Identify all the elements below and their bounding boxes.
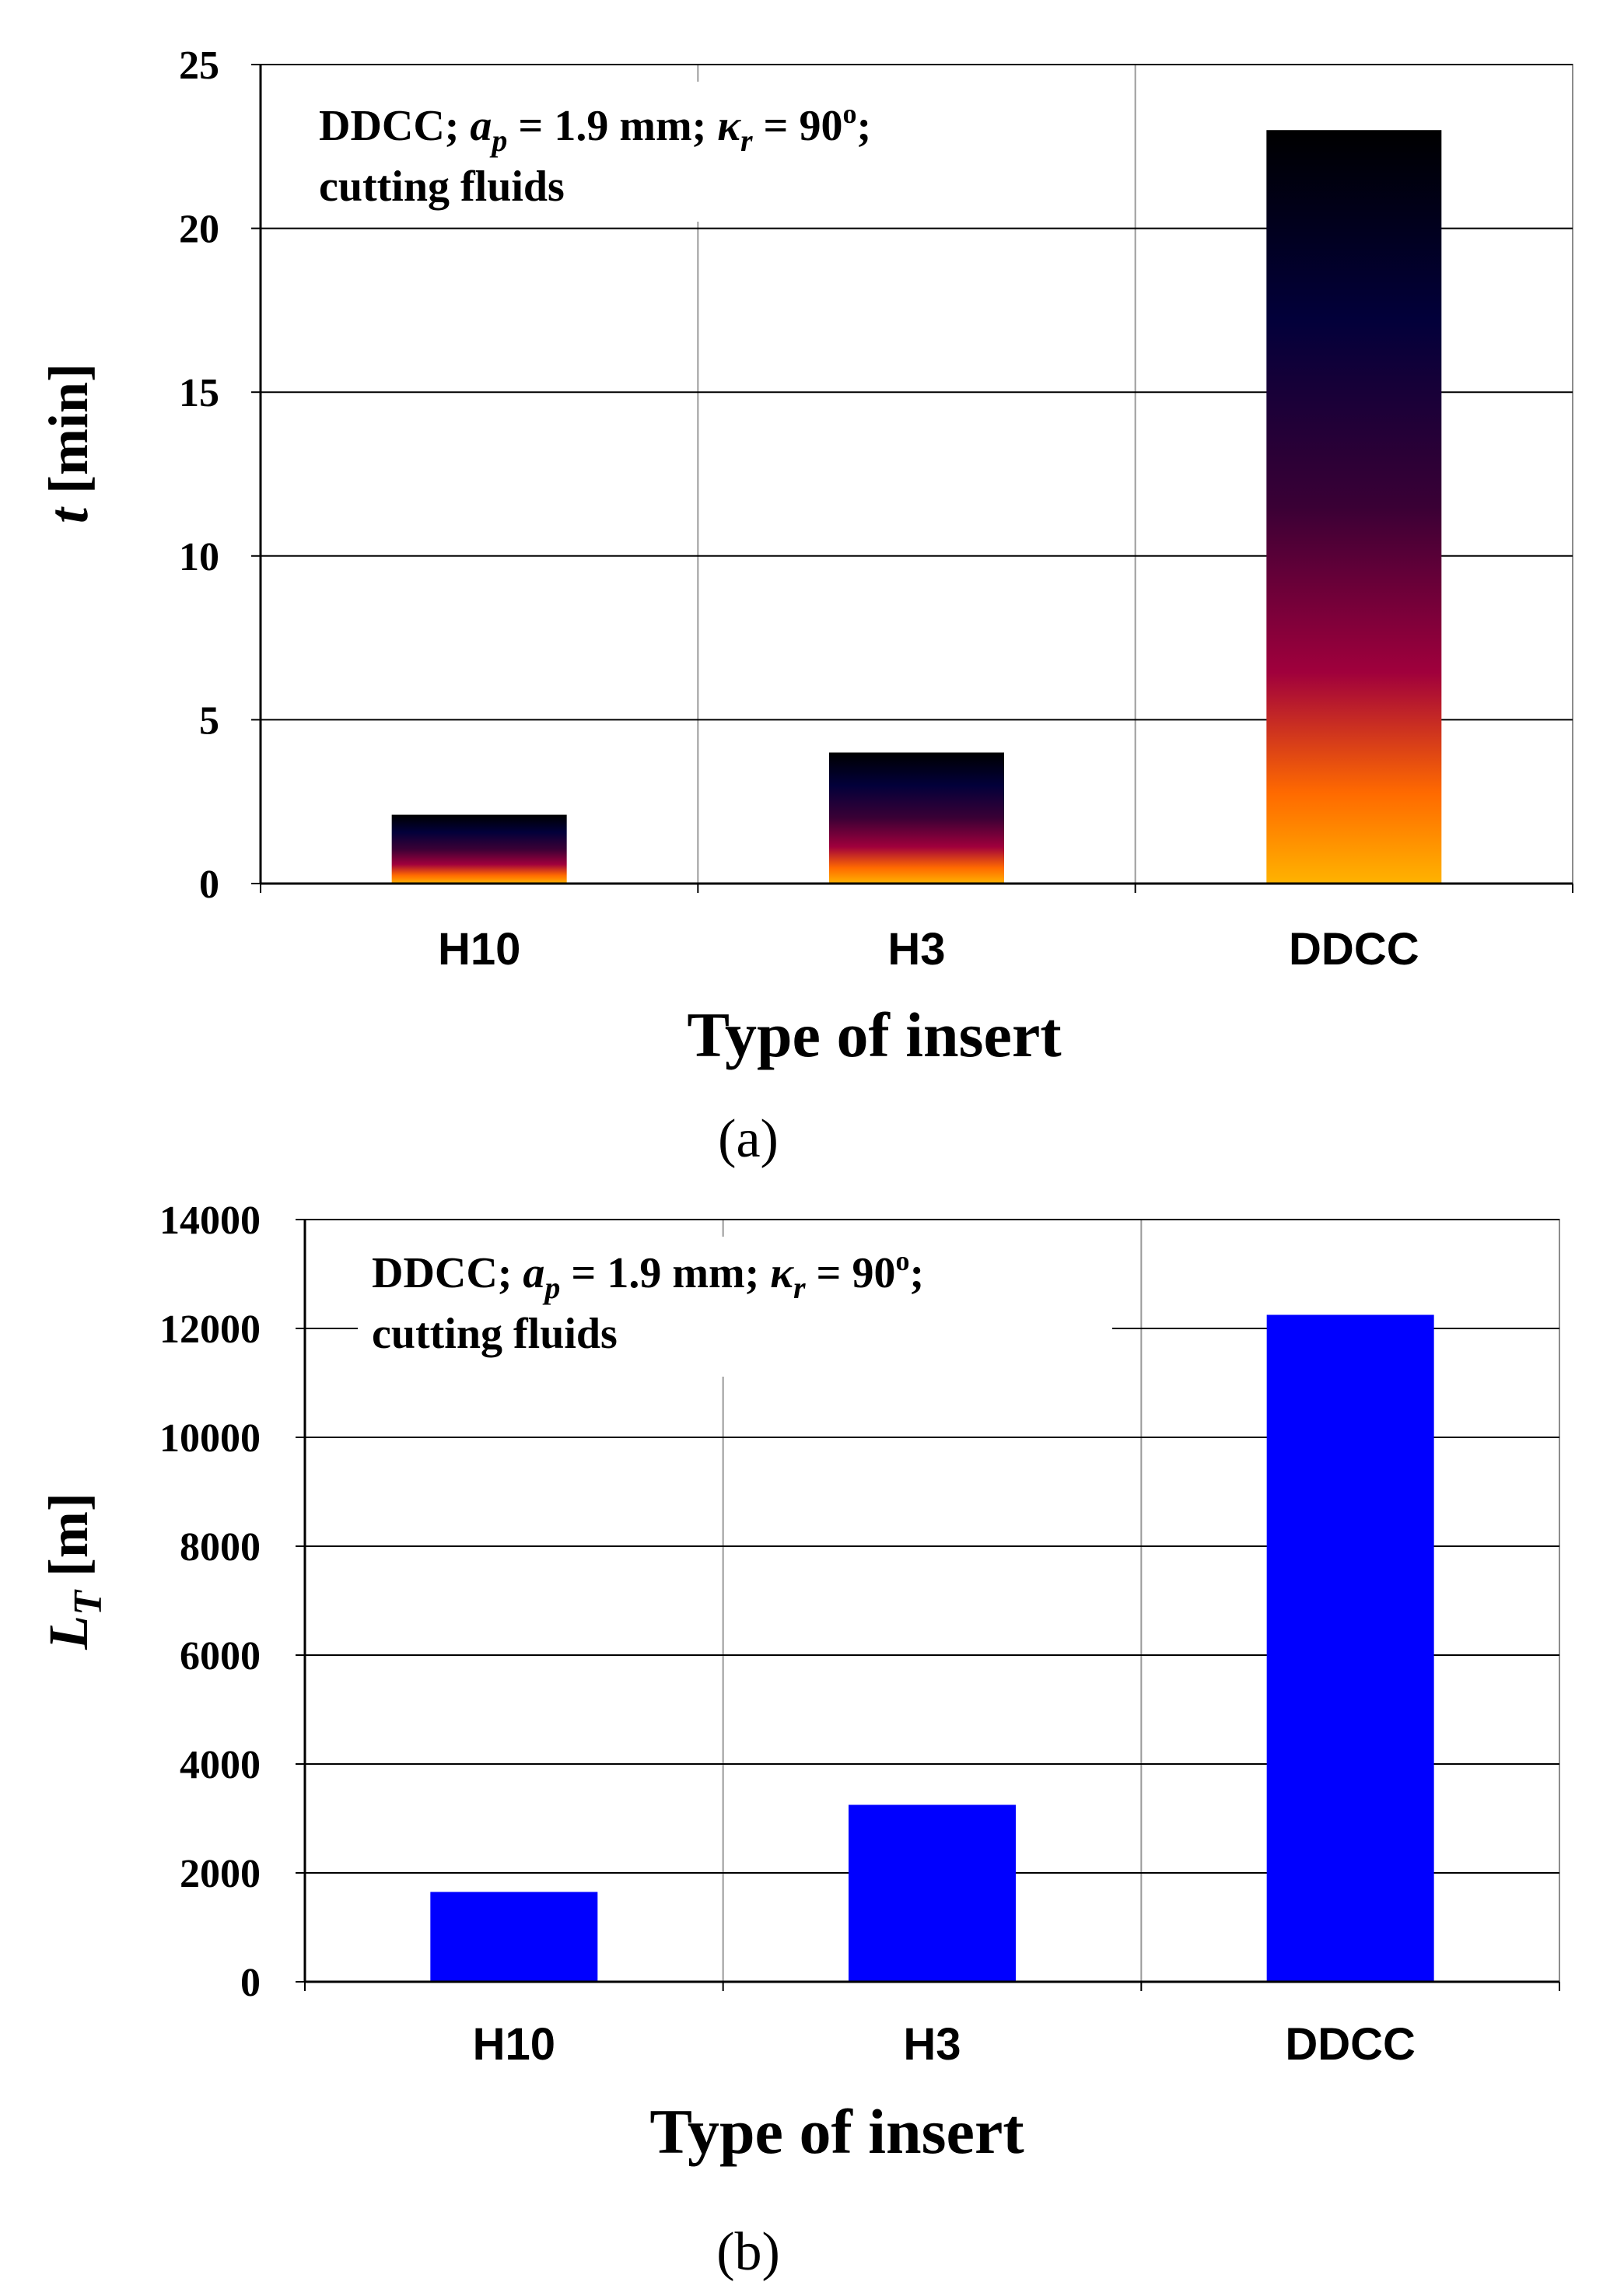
x-tick-label: DDCC bbox=[1289, 924, 1419, 975]
y-tick-label: 8000 bbox=[180, 1525, 261, 1570]
bar-h10 bbox=[430, 1892, 598, 1982]
x-tick-label: H3 bbox=[887, 924, 945, 975]
x-axis-label: Type of insert bbox=[687, 999, 1061, 1070]
y-tick-label: 2000 bbox=[180, 1852, 261, 1896]
x-tick-label: DDCC bbox=[1285, 2019, 1416, 2070]
bar-h10 bbox=[391, 814, 567, 884]
y-tick-label: 6000 bbox=[180, 1634, 261, 1678]
chart-panel-a: 0 5 10 15 20 25 H10 H3 DDCC DDCC; ap = 1.9 mm; … bbox=[37, 44, 1573, 1169]
annotation-line-2: cutting fluids bbox=[372, 1310, 618, 1358]
annotation-line-1: DDCC; ap = 1.9 mm; κr = 90o; bbox=[319, 98, 871, 158]
axes bbox=[251, 64, 1573, 893]
y-tick-label: 10000 bbox=[159, 1416, 261, 1461]
y-axis-label: LT [m] bbox=[37, 1493, 110, 1650]
bar-ddcc bbox=[1266, 130, 1442, 884]
axes bbox=[296, 1219, 1560, 1991]
y-tick-label: 10 bbox=[179, 535, 219, 579]
bar-h3 bbox=[829, 752, 1004, 884]
x-axis-label: Type of insert bbox=[649, 2096, 1024, 2167]
x-tick-labels: H10 H3 DDCC bbox=[438, 924, 1419, 975]
bars bbox=[391, 130, 1442, 884]
y-tick-label: 0 bbox=[240, 1961, 261, 2005]
y-tick-label: 4000 bbox=[180, 1743, 261, 1787]
bar-h3 bbox=[849, 1804, 1016, 1982]
panel-label-a: (a) bbox=[718, 1109, 779, 1169]
x-tick-label: H3 bbox=[903, 2019, 961, 2070]
chart-panel-b: 0 2000 4000 6000 8000 10000 12000 14000 H10 H3 DD… bbox=[37, 1199, 1560, 2282]
y-tick-labels: 0 2000 4000 6000 8000 10000 12000 14000 bbox=[159, 1199, 261, 2005]
bars bbox=[430, 1314, 1434, 1982]
panel-label-b: (b) bbox=[716, 2222, 780, 2282]
x-tick-label: H10 bbox=[473, 2019, 555, 2070]
y-axis-label: t [min] bbox=[37, 363, 100, 523]
annotation-line-2: cutting fluids bbox=[319, 163, 565, 211]
y-tick-label: 0 bbox=[199, 863, 219, 907]
y-tick-label: 15 bbox=[179, 371, 219, 415]
y-tick-label: 12000 bbox=[159, 1307, 261, 1352]
y-tick-label: 20 bbox=[179, 208, 219, 252]
y-tick-label: 25 bbox=[179, 44, 219, 88]
y-tick-labels: 0 5 10 15 20 25 bbox=[179, 44, 219, 907]
bar-ddcc bbox=[1266, 1314, 1434, 1982]
annotation-background bbox=[303, 82, 1081, 222]
annotation-line-1: DDCC; ap = 1.9 mm; κr = 90o; bbox=[372, 1245, 924, 1305]
x-tick-label: H10 bbox=[438, 924, 520, 975]
y-tick-label: 14000 bbox=[159, 1199, 261, 1243]
y-tick-label: 5 bbox=[199, 698, 219, 743]
x-tick-labels: H10 H3 DDCC bbox=[473, 2019, 1416, 2070]
annotation-background bbox=[358, 1237, 1112, 1377]
